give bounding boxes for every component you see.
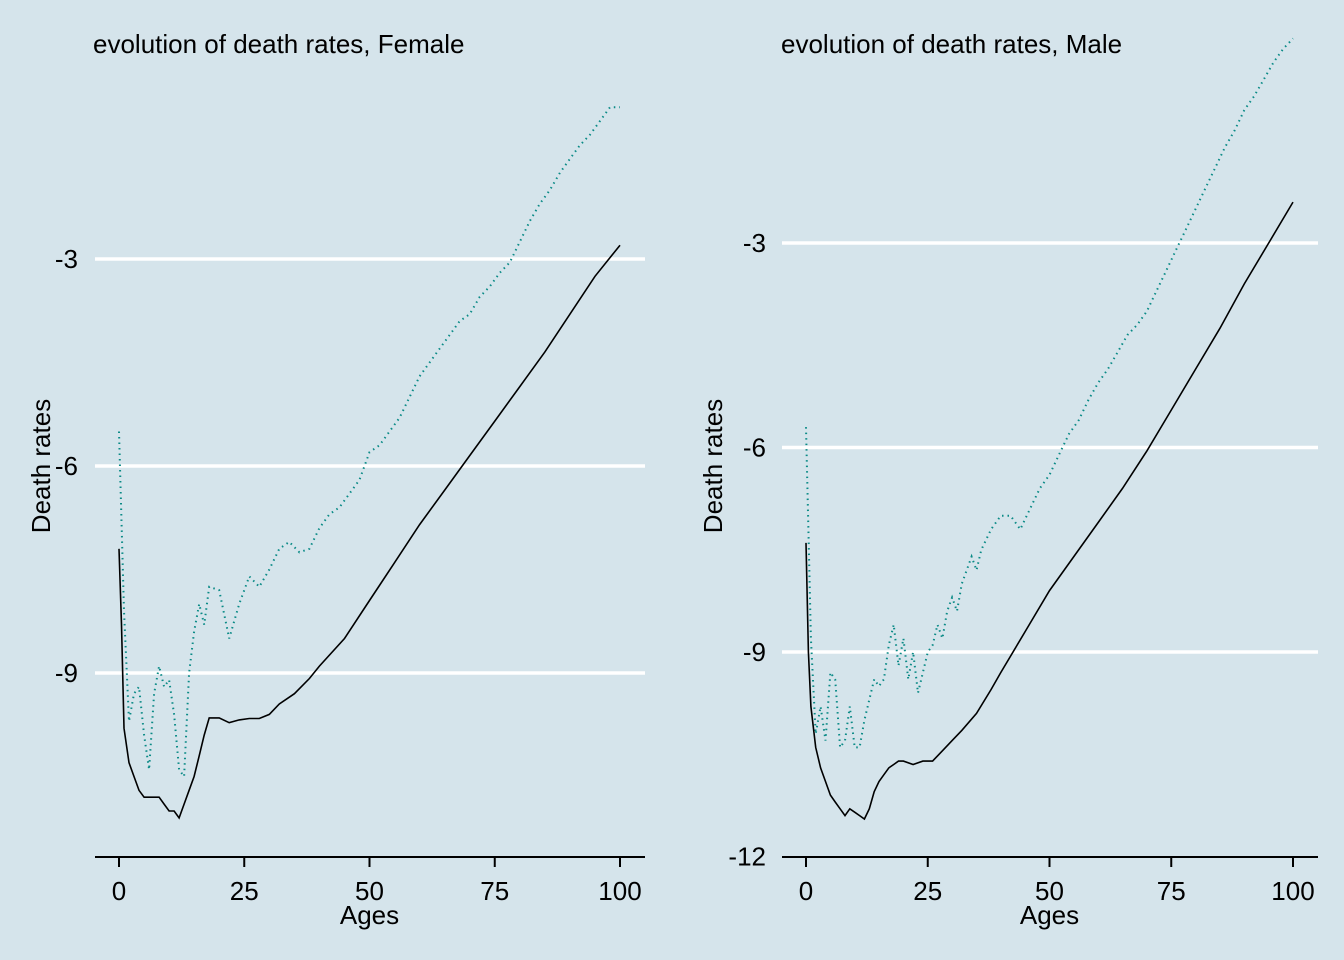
y-tick-label: -9 bbox=[743, 637, 766, 667]
x-tick-label: 0 bbox=[799, 876, 813, 906]
y-tick-label: -9 bbox=[55, 658, 78, 688]
series-line-solid bbox=[118, 244, 621, 820]
x-axis-label: Ages bbox=[1020, 900, 1079, 930]
series-line-dotted bbox=[118, 106, 620, 780]
chart-panel-male: evolution of death rates, Male -3 -6 -9 -12 0… bbox=[698, 29, 1318, 930]
x-axis-label: Ages bbox=[340, 900, 399, 930]
x-tick-label: 25 bbox=[230, 876, 259, 906]
x-tick-label: 50 bbox=[355, 876, 384, 906]
y-tick-label: -6 bbox=[55, 451, 78, 481]
x-tick-label: 75 bbox=[1157, 876, 1186, 906]
y-tick-label: -3 bbox=[55, 244, 78, 274]
y-axis-label: Death rates bbox=[26, 399, 56, 533]
y-tick-label: -3 bbox=[743, 228, 766, 258]
y-tick-label: -12 bbox=[728, 842, 766, 872]
x-tick-label: 0 bbox=[112, 876, 126, 906]
chart-title: evolution of death rates, Male bbox=[781, 29, 1122, 59]
chart-title: evolution of death rates, Female bbox=[93, 29, 464, 59]
chart-panel-female: evolution of death rates, Female -3 -6 -9 0 2… bbox=[26, 29, 645, 930]
series-line-dotted bbox=[805, 37, 1294, 751]
x-tick-label: 50 bbox=[1035, 876, 1064, 906]
x-tick-label: 25 bbox=[913, 876, 942, 906]
y-axis-label: Death rates bbox=[698, 399, 728, 533]
x-tick-label: 100 bbox=[1271, 876, 1314, 906]
y-tick-label: -6 bbox=[743, 433, 766, 463]
x-tick-label: 100 bbox=[598, 876, 641, 906]
series-line-solid bbox=[805, 201, 1294, 821]
x-tick-label: 75 bbox=[480, 876, 509, 906]
